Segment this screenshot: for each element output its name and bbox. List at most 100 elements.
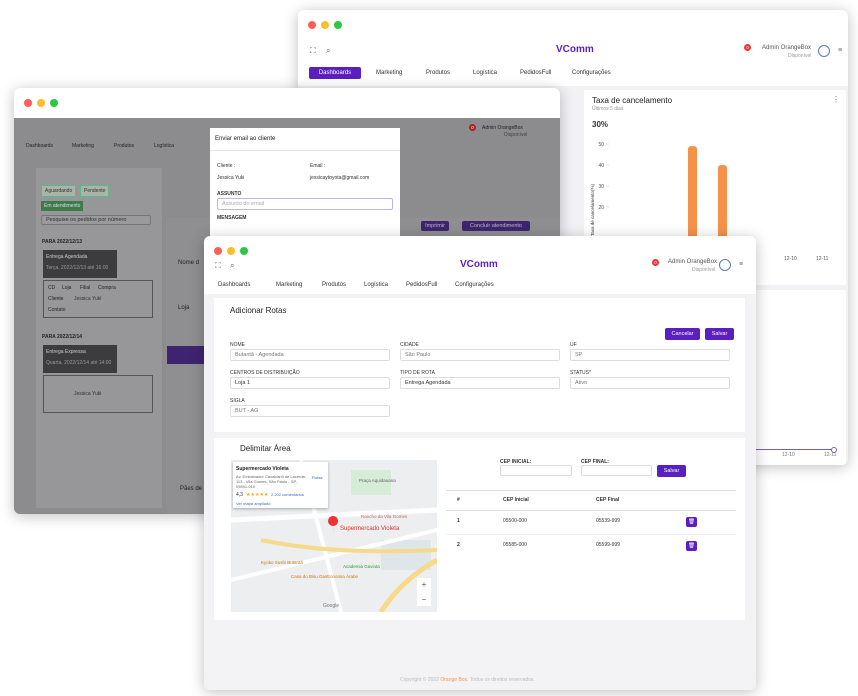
menu-icon[interactable]: ≡ [838, 47, 843, 54]
client: Jessica Yuki [217, 175, 245, 181]
stars: ★★★★★ [246, 492, 269, 498]
delete-button[interactable]: 🗑 [686, 517, 697, 527]
nav-item[interactable]: Logística [473, 70, 498, 76]
avatar[interactable] [818, 45, 830, 57]
map-label: Google [323, 603, 339, 609]
label: Cliente : [217, 163, 236, 169]
brand: VComm [556, 44, 594, 55]
field-label: NOME [230, 342, 245, 348]
chart-menu[interactable]: ⋮ [832, 95, 840, 104]
max-dot[interactable] [334, 21, 342, 29]
expand-icon[interactable]: ⛶ [310, 46, 316, 55]
nav-item[interactable]: Marketing [72, 143, 94, 149]
user: Admin OrangeBox [762, 45, 812, 51]
table-header: # [457, 497, 460, 503]
cancel-button[interactable]: Cancelar [665, 328, 700, 340]
min-dot[interactable] [227, 247, 235, 255]
field-input[interactable]: Butantã - Agendada [230, 349, 390, 361]
detail-label: Compra [98, 285, 116, 291]
save-button[interactable]: Salvar [657, 465, 686, 477]
filter[interactable]: Pendente [80, 185, 110, 197]
field-select[interactable]: Loja 1 [230, 377, 390, 389]
close-dot[interactable] [214, 247, 222, 255]
routes[interactable]: Rotas [312, 475, 323, 480]
search-input[interactable]: Pesquise os pedidos por número [41, 215, 151, 225]
max-dot[interactable] [50, 99, 58, 107]
field-input[interactable]: SP [570, 349, 730, 361]
menu-icon[interactable]: ≡ [739, 261, 744, 268]
bigger-map[interactable]: Ver mapa ampliado [236, 501, 271, 506]
nav-item[interactable]: Logística [154, 143, 175, 149]
nav-item[interactable]: Dashboards [218, 282, 251, 288]
front-window: ⛶ ⌕ VComm 0 Admin OrangeBox Disponível ≡… [204, 236, 756, 690]
filter[interactable]: Em atendimento [41, 201, 84, 211]
close-dot[interactable] [308, 21, 316, 29]
group-date: PARA 2022/12/14 [42, 334, 83, 340]
cep-end[interactable] [581, 465, 652, 476]
max-dot[interactable] [240, 247, 248, 255]
detail-label: Filial [80, 285, 91, 291]
table-header: CEP Inicial [503, 497, 529, 503]
nav-item[interactable]: PedidosFull [520, 70, 552, 76]
min-dot[interactable] [321, 21, 329, 29]
footer-text: Copyright © 2022 [400, 677, 439, 683]
nav-item[interactable]: Produtos [114, 143, 135, 149]
label: ASSUNTO [217, 191, 242, 197]
subject-input[interactable]: Assunto do email [217, 198, 393, 210]
map-label: Praça Aquidauana [359, 478, 396, 483]
nav-item[interactable]: Marketing [276, 282, 303, 288]
expand-icon[interactable]: ⛶ [215, 261, 221, 270]
avatar[interactable] [719, 259, 731, 271]
modal-title: Enviar email ao cliente [215, 136, 276, 142]
badge: 0 [469, 124, 476, 131]
nav-item[interactable]: Logística [364, 282, 389, 288]
table-cell: 05500-000 [503, 518, 527, 524]
field-label: CEP INICIAL: [500, 459, 532, 465]
field-select[interactable]: Entrega Agendada [400, 377, 560, 389]
nav-item[interactable]: Produtos [426, 70, 451, 76]
reviews[interactable]: 2.202 comentários [271, 492, 304, 497]
nav-item[interactable]: Configurações [572, 70, 611, 76]
action[interactable]: Imprimir [421, 221, 449, 231]
filter[interactable]: Aguardando [41, 185, 77, 197]
nav-item[interactable]: Dashboards [309, 67, 361, 79]
map-label: Rancho da Vila Gomes [361, 514, 408, 519]
map-label: Kyoko Sushi Butantã [261, 560, 303, 565]
search-icon[interactable]: ⌕ [230, 261, 235, 270]
route-form: Adicionar Rotas Cancelar Salvar NOME But… [214, 298, 745, 432]
nav-item[interactable]: Dashboards [26, 143, 53, 149]
nav-item[interactable]: Produtos [322, 282, 347, 288]
trend-line [754, 449, 834, 450]
save-button[interactable]: Salvar [705, 328, 734, 340]
nav-item[interactable]: Configurações [455, 282, 494, 288]
footer-text: Todos os direitos reservados. [469, 677, 535, 683]
action[interactable]: Concluir atendimento [462, 221, 530, 231]
order-detail: CD Loja Filial Compra Cliente Jessica Yu… [43, 280, 153, 318]
field-label: TIPO DE ROTA [400, 370, 435, 376]
divider [446, 510, 736, 511]
email-modal: Enviar email ao cliente Cliente : Email … [210, 128, 400, 236]
svg-text:+: + [422, 580, 427, 589]
nav-item[interactable]: PedidosFull [406, 282, 438, 288]
side-text: Nome d [178, 260, 200, 266]
order-type: Entrega Agendada [46, 254, 88, 260]
footer-company[interactable]: Orange Box. [440, 677, 469, 683]
delete-button[interactable]: 🗑 [686, 541, 697, 551]
field-input[interactable]: São Paulo [400, 349, 560, 361]
cep-start[interactable] [500, 465, 572, 476]
nav-item[interactable]: Marketing [376, 70, 403, 76]
y-tick-label: 50 [598, 142, 604, 148]
order-card[interactable]: Entrega Expressa Quarta, 2022/12/14 até … [43, 345, 117, 373]
field-input[interactable]: BUT - AG [230, 405, 390, 417]
y-axis-label: Taxa de cancelamento(%) [590, 183, 595, 236]
address: Av. Embaixador Cavalcanti de Lacerda, 11… [236, 474, 306, 489]
divider [446, 534, 736, 535]
close-dot[interactable] [24, 99, 32, 107]
search-icon[interactable]: ⌕ [326, 46, 331, 55]
rating: 4,3 [236, 492, 243, 498]
field-select[interactable]: Ativo [570, 377, 730, 389]
map-info: Supermercado Violeta Av. Embaixador Cava… [233, 462, 328, 508]
side-text: Loja [178, 305, 190, 311]
order-card[interactable]: Entrega Agendada Terça, 2022/12/13 até 1… [43, 250, 117, 278]
min-dot[interactable] [37, 99, 45, 107]
